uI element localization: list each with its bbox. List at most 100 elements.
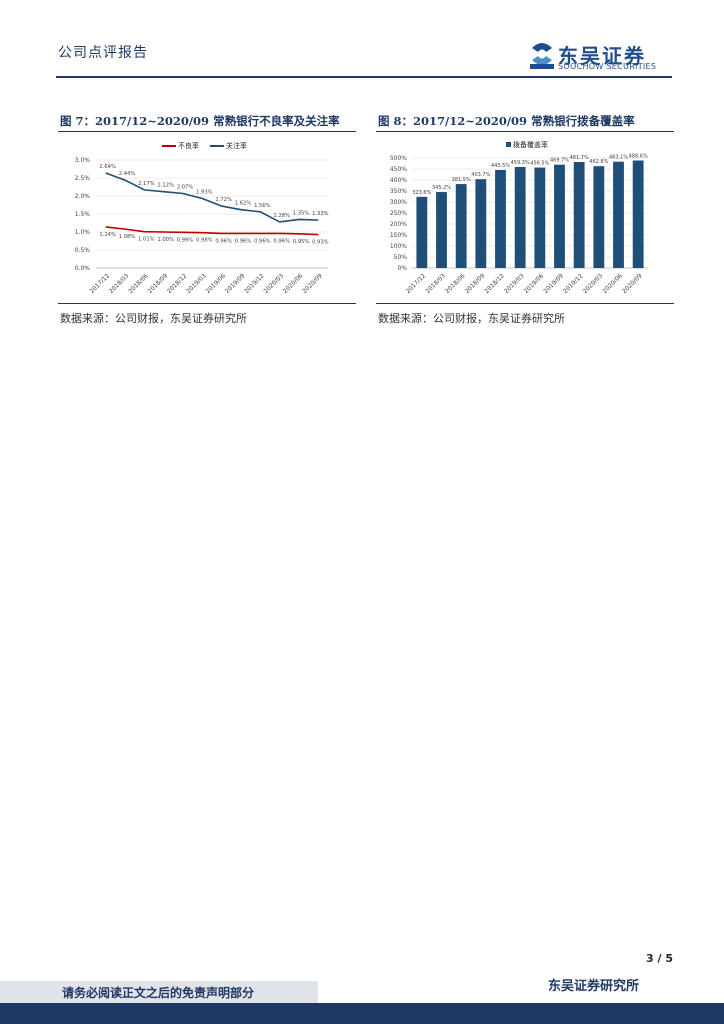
npl-attention-line-chart: 0.0% 0.5% 1.0% 1.5% 2.0% 2.5% 3.0% 2017/12 2018/… <box>75 141 329 295</box>
figure-8-top-rule <box>376 131 674 132</box>
header-divider <box>56 76 672 78</box>
data-label: 1.93% <box>196 190 213 196</box>
data-label: 2.07% <box>177 184 194 190</box>
bar <box>632 160 644 268</box>
bar <box>554 164 565 268</box>
x-tick-label: 2018/12 <box>166 272 189 295</box>
x-tick-label: 2017/12 <box>405 272 428 295</box>
data-label: 0.98% <box>196 238 213 244</box>
x-tick-label: 2019/06 <box>523 272 546 295</box>
data-label: 1.72% <box>215 197 232 203</box>
bar <box>534 167 546 268</box>
data-label: 456.5% <box>530 161 549 167</box>
legend-label: 不良率 <box>178 141 199 150</box>
x-tick-label: 2019/09 <box>542 272 565 295</box>
footer-org-name: 东吴证券研究所 <box>548 979 640 994</box>
series-line-1 <box>105 172 319 223</box>
y-tick-label: 0% <box>397 265 407 272</box>
y-tick-label: 200% <box>390 221 407 228</box>
data-label: 381.5% <box>452 177 471 183</box>
data-label: 1.35% <box>293 210 310 216</box>
data-label: 2.17% <box>138 181 155 187</box>
data-label: 1.08% <box>119 234 136 240</box>
y-tick-label: 100% <box>390 243 407 250</box>
x-tick-label: 2019/12 <box>562 272 585 295</box>
y-tick-label: 1.0% <box>75 229 91 236</box>
data-label: 1.33% <box>312 211 329 217</box>
data-label: 0.99% <box>177 237 194 243</box>
figure-7-top-rule <box>58 131 356 132</box>
x-tick-label: 2018/09 <box>146 272 169 295</box>
bar <box>416 196 428 268</box>
figure-7-title: 图 7：2017/12~2020/09 常熟银行不良率及关注率 <box>60 114 340 128</box>
footer-disclaimer-bar <box>0 981 318 1003</box>
page-number: 3 / 5 <box>646 952 673 965</box>
figure-8-source: 数据来源：公司财报，东吴证券研究所 <box>378 312 565 325</box>
x-tick-label: 2018/03 <box>424 272 447 295</box>
figure-8-title: 图 8：2017/12~2020/09 常熟银行拨备覆盖率 <box>378 114 635 128</box>
data-label: 1.01% <box>138 237 155 243</box>
y-tick-label: 350% <box>390 188 407 195</box>
x-tick-label: 2020/06 <box>282 272 305 295</box>
data-label: 1.00% <box>157 237 174 243</box>
bar <box>475 179 487 268</box>
bar <box>455 184 467 268</box>
data-label: 323.6% <box>412 190 431 196</box>
company-logo: 东吴证券 SOOCHOW SECURITIES <box>528 40 678 74</box>
y-tick-label: 500% <box>390 155 407 162</box>
data-label: 0.96% <box>273 238 290 244</box>
figure-7-bottom-rule <box>58 303 356 304</box>
y-tick-label: 2.0% <box>75 193 91 200</box>
footer-disclaimer: 请务必阅读正文之后的免责声明部分 <box>62 986 255 1000</box>
bar <box>436 192 447 268</box>
data-label: 445.5% <box>491 163 510 169</box>
figure-7-source: 数据来源：公司财报，东吴证券研究所 <box>60 312 247 325</box>
data-label: 459.3% <box>511 160 530 166</box>
data-label: 0.96% <box>215 238 232 244</box>
x-tick-label: 2019/06 <box>204 272 227 295</box>
figure-8-bottom-rule <box>376 303 674 304</box>
y-tick-label: 400% <box>390 177 407 184</box>
data-label: 0.95% <box>293 239 310 245</box>
y-tick-label: 0.0% <box>75 265 91 272</box>
data-label: 483.1% <box>609 155 628 161</box>
y-tick-label: 3.0% <box>75 157 91 164</box>
data-label: 0.96% <box>254 238 271 244</box>
data-label: 1.56% <box>254 203 271 209</box>
bar <box>514 166 526 268</box>
x-tick-label: 2019/12 <box>243 272 266 295</box>
data-label: 1.28% <box>273 213 290 219</box>
logo-english-name: SOOCHOW SECURITIES <box>558 62 657 71</box>
data-label: 1.62% <box>235 201 252 207</box>
data-label: 462.8% <box>589 159 608 165</box>
logo-mark-icon <box>530 43 554 69</box>
bar <box>573 162 585 268</box>
bar <box>593 166 605 268</box>
y-tick-label: 1.5% <box>75 211 91 218</box>
data-label: 1.14% <box>99 232 116 238</box>
x-tick-label: 2020/03 <box>262 272 285 295</box>
legend-label: 拨备覆盖率 <box>513 140 548 149</box>
data-label: 469.7% <box>550 158 569 164</box>
y-tick-label: 300% <box>390 199 407 206</box>
x-tick-label: 2020/03 <box>582 272 605 295</box>
y-tick-label: 450% <box>390 166 407 173</box>
x-tick-label: 2018/06 <box>444 272 467 295</box>
data-label: 481.7% <box>570 155 589 161</box>
report-type-label: 公司点评报告 <box>58 45 148 61</box>
x-tick-label: 2018/06 <box>127 272 150 295</box>
y-tick-label: 250% <box>390 210 407 217</box>
x-tick-label: 2019/09 <box>224 272 247 295</box>
data-label: 2.12% <box>157 183 174 189</box>
x-tick-label: 2018/09 <box>464 272 487 295</box>
legend-label: 关注率 <box>226 141 247 150</box>
x-tick-label: 2020/09 <box>621 272 644 295</box>
y-tick-label: 0.5% <box>75 247 91 254</box>
y-tick-label: 2.5% <box>75 175 91 182</box>
bar <box>613 161 624 268</box>
data-label: 0.93% <box>312 240 329 246</box>
data-label: 2.44% <box>119 171 136 177</box>
y-tick-label: 150% <box>390 232 407 239</box>
x-tick-label: 2017/12 <box>88 272 111 295</box>
bar <box>495 169 506 268</box>
